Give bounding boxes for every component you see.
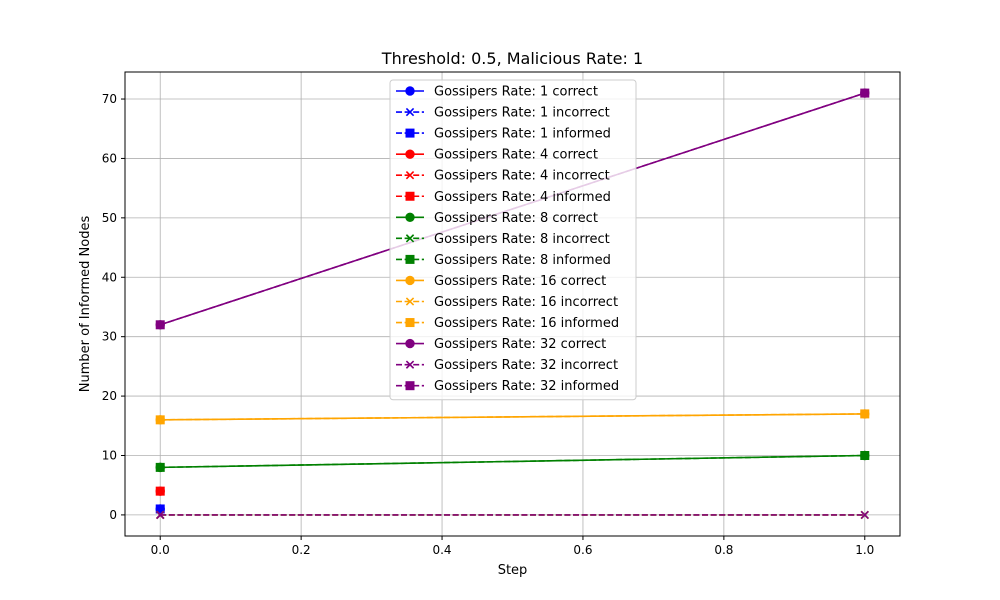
legend-box [389, 79, 637, 401]
legend-square-marker [405, 318, 415, 328]
data-point-square-marker [860, 409, 870, 419]
data-point-square-marker [155, 462, 165, 472]
legend-entry: Gossipers Rate: 16 informed [396, 316, 619, 331]
data-point-square-marker [860, 88, 870, 98]
data-point-square-marker [155, 415, 165, 425]
legend-entry: Gossipers Rate: 16 incorrect [396, 295, 618, 310]
legend-entry: Gossipers Rate: 4 informed [396, 190, 611, 205]
series-2 [155, 504, 165, 514]
legend-label: Gossipers Rate: 4 incorrect [434, 169, 610, 184]
legend-entry: Gossipers Rate: 1 correct [396, 85, 598, 100]
series-11 [155, 409, 870, 425]
legend-label: Gossipers Rate: 1 incorrect [434, 106, 610, 121]
legend-label: Gossipers Rate: 32 incorrect [434, 358, 618, 373]
x-tick-label: 0.4 [432, 543, 451, 557]
legend-entry: Gossipers Rate: 8 correct [396, 211, 598, 226]
y-tick-label: 20 [102, 389, 117, 403]
y-tick-label: 60 [102, 151, 117, 165]
legend-label: Gossipers Rate: 16 incorrect [434, 295, 618, 310]
legend-label: Gossipers Rate: 16 correct [434, 274, 606, 289]
y-axis-label: Number of Informed Nodes [78, 216, 93, 393]
legend-entry: Gossipers Rate: 32 incorrect [396, 358, 618, 373]
data-point-square-marker [860, 450, 870, 460]
legend-x-marker [405, 234, 415, 243]
legend-x-marker [405, 107, 415, 117]
legend-circle-marker [405, 275, 415, 286]
legend-circle-marker [405, 212, 415, 223]
legend: Gossipers Rate: 1 correct Gossipers Rate:… [389, 79, 637, 401]
legend-square-marker [405, 254, 415, 264]
y-tick-label: 30 [102, 330, 117, 344]
x-tick-label: 0.2 [292, 543, 311, 557]
legend-entry: Gossipers Rate: 32 informed [396, 379, 619, 394]
series-5 [155, 486, 165, 496]
legend-square-marker [405, 128, 415, 138]
legend-entry: Gossipers Rate: 4 incorrect [396, 169, 610, 184]
legend-label: Gossipers Rate: 8 informed [434, 253, 611, 268]
legend-label: Gossipers Rate: 32 correct [434, 337, 606, 352]
data-point-square-marker [155, 486, 165, 496]
y-tick-label: 70 [102, 92, 117, 106]
y-tick-label: 50 [102, 211, 117, 225]
series-line [160, 413, 865, 421]
y-tick-label: 0 [109, 508, 117, 522]
legend-circle-marker [405, 149, 415, 159]
data-point-square-marker [155, 320, 165, 330]
legend-x-marker [405, 360, 415, 369]
x-axis-label: Step [498, 563, 528, 578]
plot-frame [124, 71, 901, 537]
data-point-square-marker [155, 504, 165, 514]
legend-label: Gossipers Rate: 16 informed [434, 316, 619, 331]
y-tick-label: 40 [102, 270, 117, 284]
legend-label: Gossipers Rate: 8 incorrect [434, 232, 610, 247]
data-point-x-marker [860, 510, 869, 520]
legend-entry: Gossipers Rate: 8 informed [396, 253, 611, 268]
legend-label: Gossipers Rate: 8 correct [434, 211, 598, 226]
legend-entry: Gossipers Rate: 4 correct [396, 148, 598, 163]
legend-circle-marker [405, 338, 415, 349]
x-tick-label: 1.0 [855, 543, 874, 557]
series-line [160, 454, 865, 469]
legend-entry: Gossipers Rate: 8 incorrect [396, 232, 610, 247]
series-8 [155, 450, 870, 472]
x-tick-label: 0.8 [714, 543, 733, 557]
series-13 [156, 510, 869, 520]
chart-title: Threshold: 0.5, Malicious Rate: 1 [381, 49, 643, 68]
axis-ticks: 0.0 0.2 0.4 0.6 0.8 1.0 0 10 20 30 40 50 60 70 [102, 92, 875, 557]
legend-square-marker [405, 381, 415, 391]
legend-entry: Gossipers Rate: 1 incorrect [396, 106, 610, 121]
legend-label: Gossipers Rate: 4 informed [434, 190, 611, 205]
legend-x-marker [405, 171, 415, 180]
y-tick-label: 10 [102, 448, 117, 462]
legend-label: Gossipers Rate: 4 correct [434, 148, 598, 163]
legend-label: Gossipers Rate: 32 informed [434, 379, 619, 394]
legend-entry: Gossipers Rate: 1 informed [396, 127, 611, 142]
legend-circle-marker [405, 86, 415, 96]
x-tick-label: 0.0 [151, 543, 170, 557]
legend-label: Gossipers Rate: 1 informed [434, 127, 611, 142]
x-tick-label: 0.6 [573, 543, 592, 557]
legend-entry: Gossipers Rate: 16 correct [396, 274, 606, 289]
data-point-x-marker [156, 510, 165, 520]
legend-x-marker [405, 297, 415, 306]
legend-label: Gossipers Rate: 1 correct [434, 85, 598, 100]
legend-entry: Gossipers Rate: 32 correct [396, 337, 606, 352]
legend-square-marker [405, 191, 415, 201]
